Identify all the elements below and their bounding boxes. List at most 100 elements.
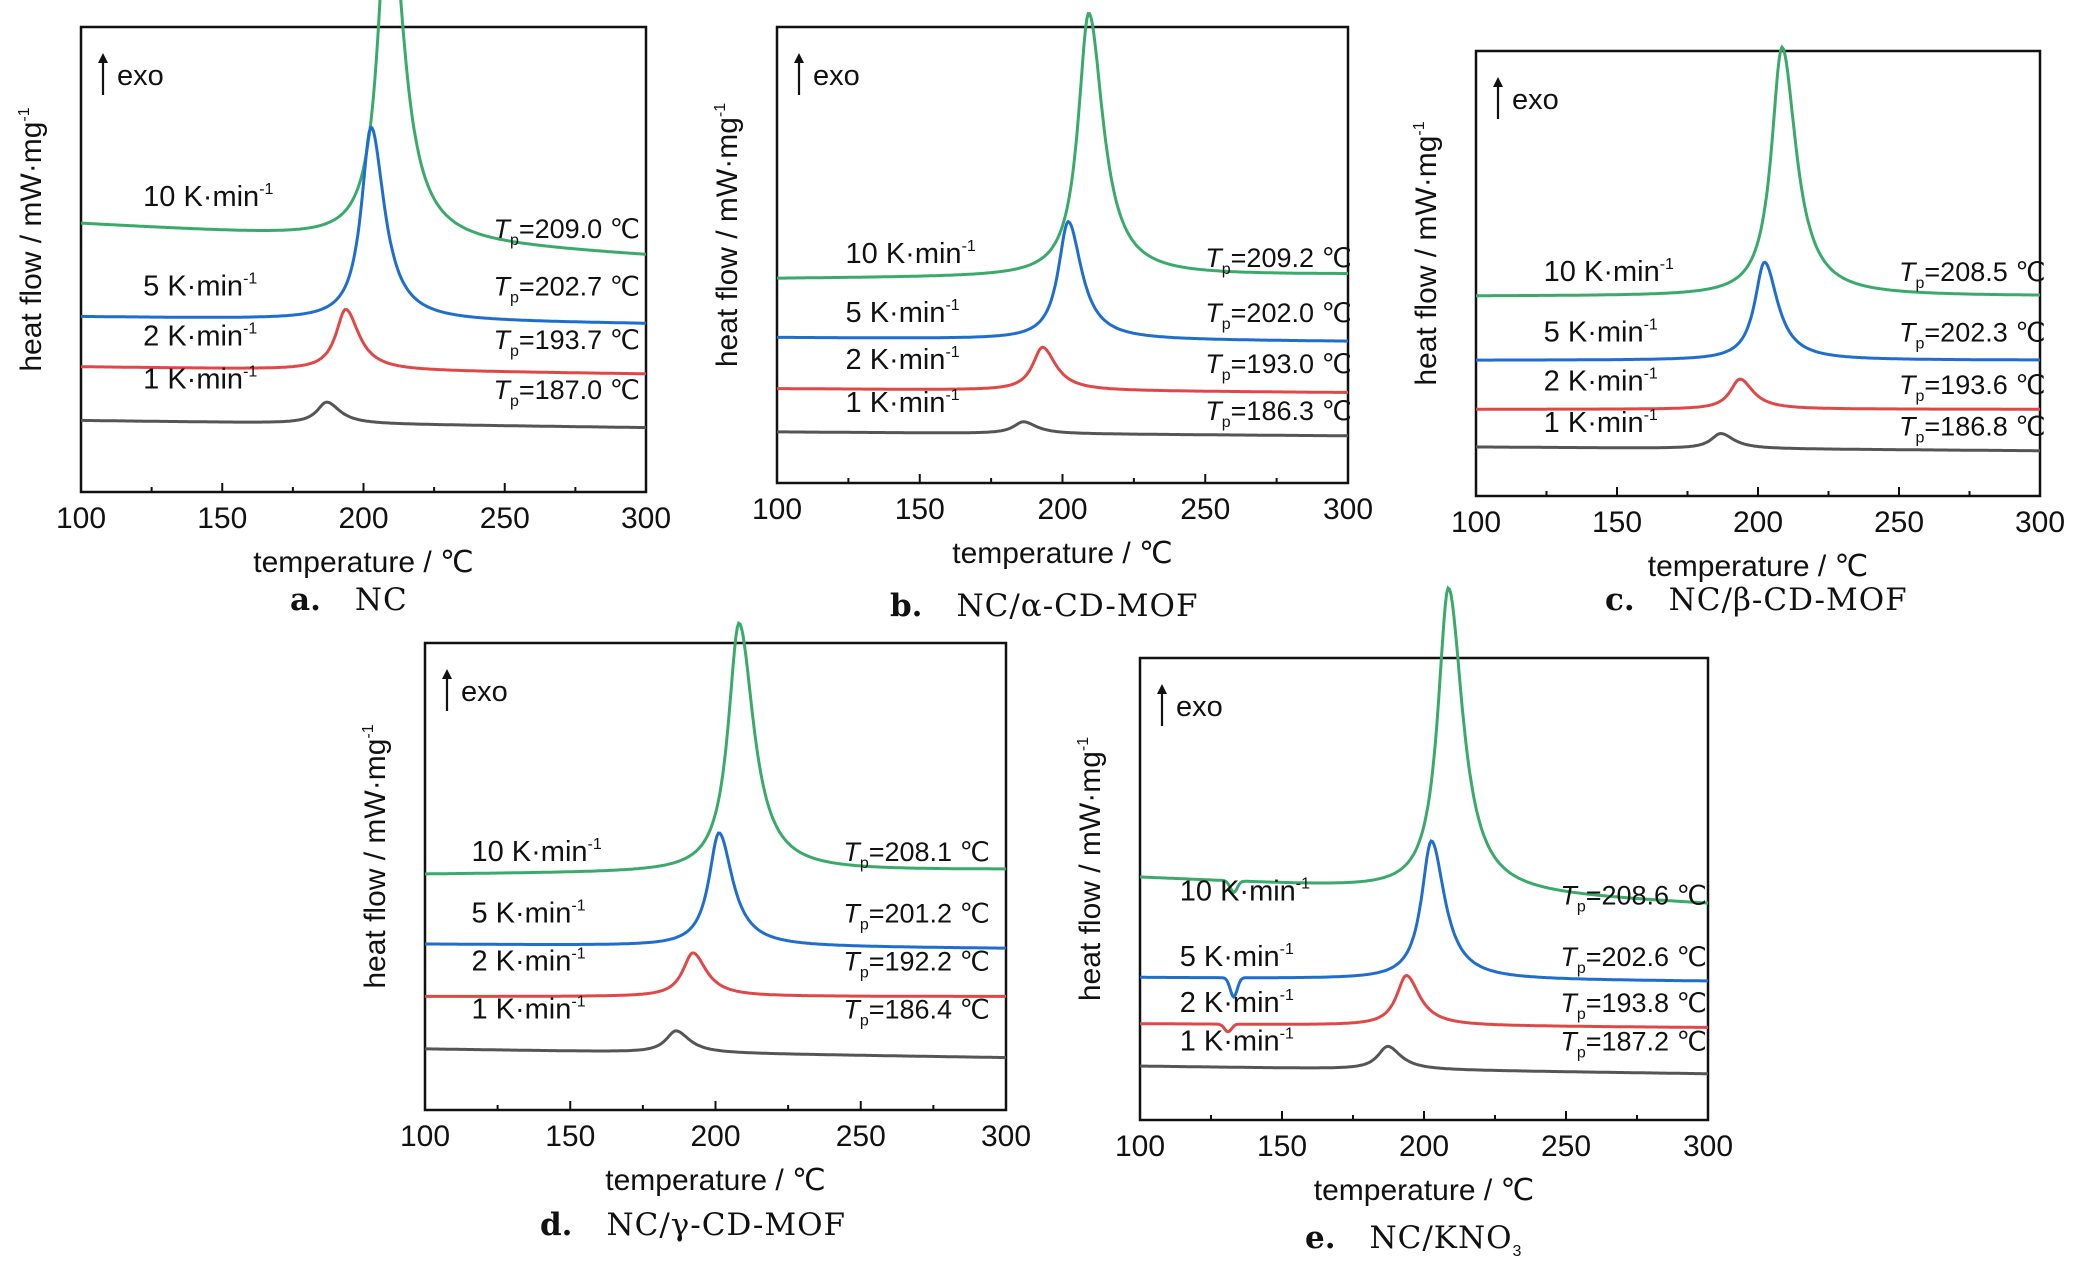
- peak-temperature-label: Tp=202.7 ℃: [493, 271, 640, 306]
- peak-temperature-label: Tp=201.2 ℃: [843, 898, 990, 933]
- panel-caption: e. NC/KNO3: [1305, 1220, 1522, 1260]
- series-rate-label: 10 K·min-1: [471, 836, 601, 868]
- series-line-1K: [777, 420, 1348, 438]
- series-line-10K: [1476, 44, 2040, 298]
- series-rate-label: 5 K·min-1: [1544, 316, 1658, 348]
- exo-label: exo: [1176, 691, 1223, 723]
- series-line-5K: [1140, 839, 1708, 1000]
- peak-temperature-label: Tp=193.6 ℃: [1899, 370, 2046, 405]
- peak-temperature-label: Tp=208.5 ℃: [1899, 257, 2046, 292]
- y-axis-title: heat flow / mW·mg-1: [1410, 121, 1443, 385]
- peak-temperature-label: Tp=186.8 ℃: [1899, 412, 2046, 447]
- series-rate-label: 10 K·min-1: [846, 238, 976, 270]
- series-line-2K: [1476, 377, 2040, 411]
- x-tick-label: 100: [56, 502, 106, 535]
- series-line-10K: [777, 12, 1348, 280]
- series-line-2K: [777, 345, 1348, 394]
- peak-temperature-label: Tp=193.7 ℃: [493, 325, 640, 360]
- x-axis-title: temperature / ℃: [605, 1164, 825, 1197]
- exo-arrow-head: [442, 669, 452, 679]
- exo-label: exo: [461, 676, 508, 708]
- series-line-2K: [425, 951, 1006, 998]
- series-rate-label: 2 K·min-1: [1544, 365, 1658, 397]
- peak-temperature-label: Tp=208.6 ℃: [1560, 880, 1707, 915]
- exo-label: exo: [813, 60, 860, 92]
- y-axis-title: heat flow / mW·mg-1: [15, 107, 48, 371]
- x-tick-label: 250: [1541, 1130, 1591, 1163]
- x-tick-label: 250: [1874, 506, 1924, 539]
- x-axis-title: temperature / ℃: [1648, 550, 1868, 583]
- x-tick-label: 300: [1683, 1130, 1733, 1163]
- plot-frame: [423, 641, 1008, 1112]
- series-rate-label: 2 K·min-1: [1180, 987, 1294, 1019]
- exo-arrow-head: [1157, 684, 1167, 694]
- panel-d: 100 150 200 250 300 temperature / ℃ heat flow …: [359, 621, 1031, 1243]
- x-tick-label: 250: [836, 1120, 886, 1153]
- panel-caption: b. NC/α-CD-MOF: [890, 588, 1198, 624]
- peak-temperature-label: Tp=186.3 ℃: [1205, 396, 1352, 431]
- series-rate-label: 5 K·min-1: [471, 897, 585, 929]
- series-line-5K: [777, 219, 1348, 343]
- peak-temperature-label: Tp=186.4 ℃: [843, 994, 990, 1029]
- series-rate-label: 5 K·min-1: [846, 297, 960, 329]
- x-tick-label: 250: [480, 502, 530, 535]
- x-axis-title: temperature / ℃: [952, 537, 1172, 570]
- panel-a: 100 150 200 250 300 temperature / ℃ heat flow …: [15, 0, 671, 618]
- series-line-1K: [424, 1029, 1007, 1060]
- series-line-5K: [1476, 260, 2040, 362]
- panel-caption: c. NC/β-CD-MOF: [1605, 582, 1908, 618]
- series-rate-label: 2 K·min-1: [846, 344, 960, 376]
- series-line-10K: [425, 621, 1006, 876]
- panel-e: 100 150 200 250 300 temperature / ℃ heat flow …: [1074, 585, 1733, 1260]
- x-tick-label: 100: [752, 493, 802, 526]
- peak-temperature-label: Tp=193.8 ℃: [1560, 988, 1707, 1023]
- exo-label: exo: [1512, 84, 1559, 116]
- x-tick-label: 300: [1323, 493, 1373, 526]
- series-rate-label: 2 K·min-1: [471, 945, 585, 977]
- x-tick-label: 100: [400, 1120, 450, 1153]
- x-tick-label: 150: [1592, 506, 1642, 539]
- series-line-5K: [81, 126, 646, 325]
- exo-arrow-head: [1493, 77, 1503, 87]
- x-tick-label: 150: [545, 1120, 595, 1153]
- x-tick-label: 200: [1733, 506, 1783, 539]
- x-tick-label: 200: [690, 1120, 740, 1153]
- x-tick-label: 250: [1180, 493, 1230, 526]
- series-line-2K: [1139, 974, 1709, 1034]
- series-rate-label: 1 K·min-1: [1180, 1026, 1294, 1058]
- series-rate-label: 1 K·min-1: [846, 387, 960, 419]
- peak-temperature-label: Tp=193.0 ℃: [1205, 349, 1352, 384]
- peak-temperature-label: Tp=209.2 ℃: [1205, 243, 1352, 278]
- panel-caption: d. NC/γ-CD-MOF: [540, 1207, 846, 1243]
- peak-temperature-label: Tp=202.3 ℃: [1899, 317, 2046, 352]
- series-line-1K: [1139, 1044, 1708, 1076]
- x-tick-label: 150: [197, 502, 247, 535]
- peak-temperature-label: Tp=187.0 ℃: [493, 375, 640, 410]
- series-line-1K: [81, 400, 647, 430]
- x-tick-label: 100: [1115, 1130, 1165, 1163]
- x-tick-label: 200: [338, 502, 388, 535]
- series-rate-label: 10 K·min-1: [1180, 876, 1310, 908]
- series-line-2K: [81, 308, 646, 376]
- x-tick-label: 150: [895, 493, 945, 526]
- series-line-1K: [1476, 431, 2040, 453]
- x-axis-title: temperature / ℃: [253, 546, 473, 579]
- peak-temperature-label: Tp=202.0 ℃: [1205, 298, 1352, 333]
- series-rate-label: 1 K·min-1: [1544, 407, 1658, 439]
- series-rate-label: 10 K·min-1: [143, 181, 273, 213]
- x-tick-label: 300: [981, 1120, 1031, 1153]
- x-axis-title: temperature / ℃: [1314, 1174, 1534, 1207]
- peak-temperature-label: Tp=202.6 ℃: [1560, 942, 1707, 977]
- series-line-5K: [425, 831, 1006, 950]
- peak-temperature-label: Tp=187.2 ℃: [1560, 1027, 1707, 1062]
- series-rate-label: 1 K·min-1: [143, 363, 257, 395]
- y-axis-title: heat flow / mW·mg-1: [711, 103, 744, 367]
- series-rate-label: 10 K·min-1: [1544, 256, 1674, 288]
- x-tick-label: 100: [1451, 506, 1501, 539]
- x-tick-label: 300: [2015, 506, 2065, 539]
- peak-temperature-label: Tp=209.0 ℃: [493, 214, 640, 249]
- x-tick-label: 150: [1257, 1130, 1307, 1163]
- y-axis-title: heat flow / mW·mg-1: [1074, 737, 1107, 1001]
- x-tick-label: 200: [1037, 493, 1087, 526]
